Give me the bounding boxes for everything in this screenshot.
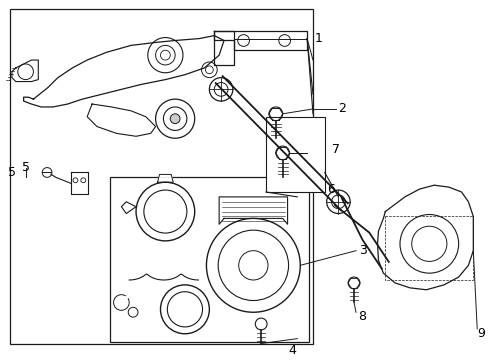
Polygon shape bbox=[214, 31, 306, 50]
Bar bbox=[265, 117, 324, 192]
Circle shape bbox=[170, 114, 180, 123]
Text: 3: 3 bbox=[358, 244, 366, 257]
Text: 8: 8 bbox=[357, 310, 365, 323]
Polygon shape bbox=[214, 31, 233, 65]
Polygon shape bbox=[87, 104, 155, 136]
Text: 9: 9 bbox=[476, 327, 484, 340]
Text: 5: 5 bbox=[8, 166, 16, 179]
Polygon shape bbox=[70, 172, 88, 194]
Polygon shape bbox=[157, 174, 173, 182]
Polygon shape bbox=[23, 36, 224, 107]
Text: 2: 2 bbox=[338, 103, 346, 116]
Text: 6: 6 bbox=[326, 183, 334, 195]
Bar bbox=[10, 9, 312, 343]
Polygon shape bbox=[12, 60, 38, 82]
Bar bbox=[109, 177, 308, 342]
Text: 1: 1 bbox=[314, 32, 322, 45]
Text: 4: 4 bbox=[288, 343, 296, 356]
Polygon shape bbox=[219, 197, 287, 224]
Text: 7: 7 bbox=[331, 144, 339, 157]
Text: 5: 5 bbox=[21, 161, 30, 174]
Polygon shape bbox=[377, 185, 472, 290]
